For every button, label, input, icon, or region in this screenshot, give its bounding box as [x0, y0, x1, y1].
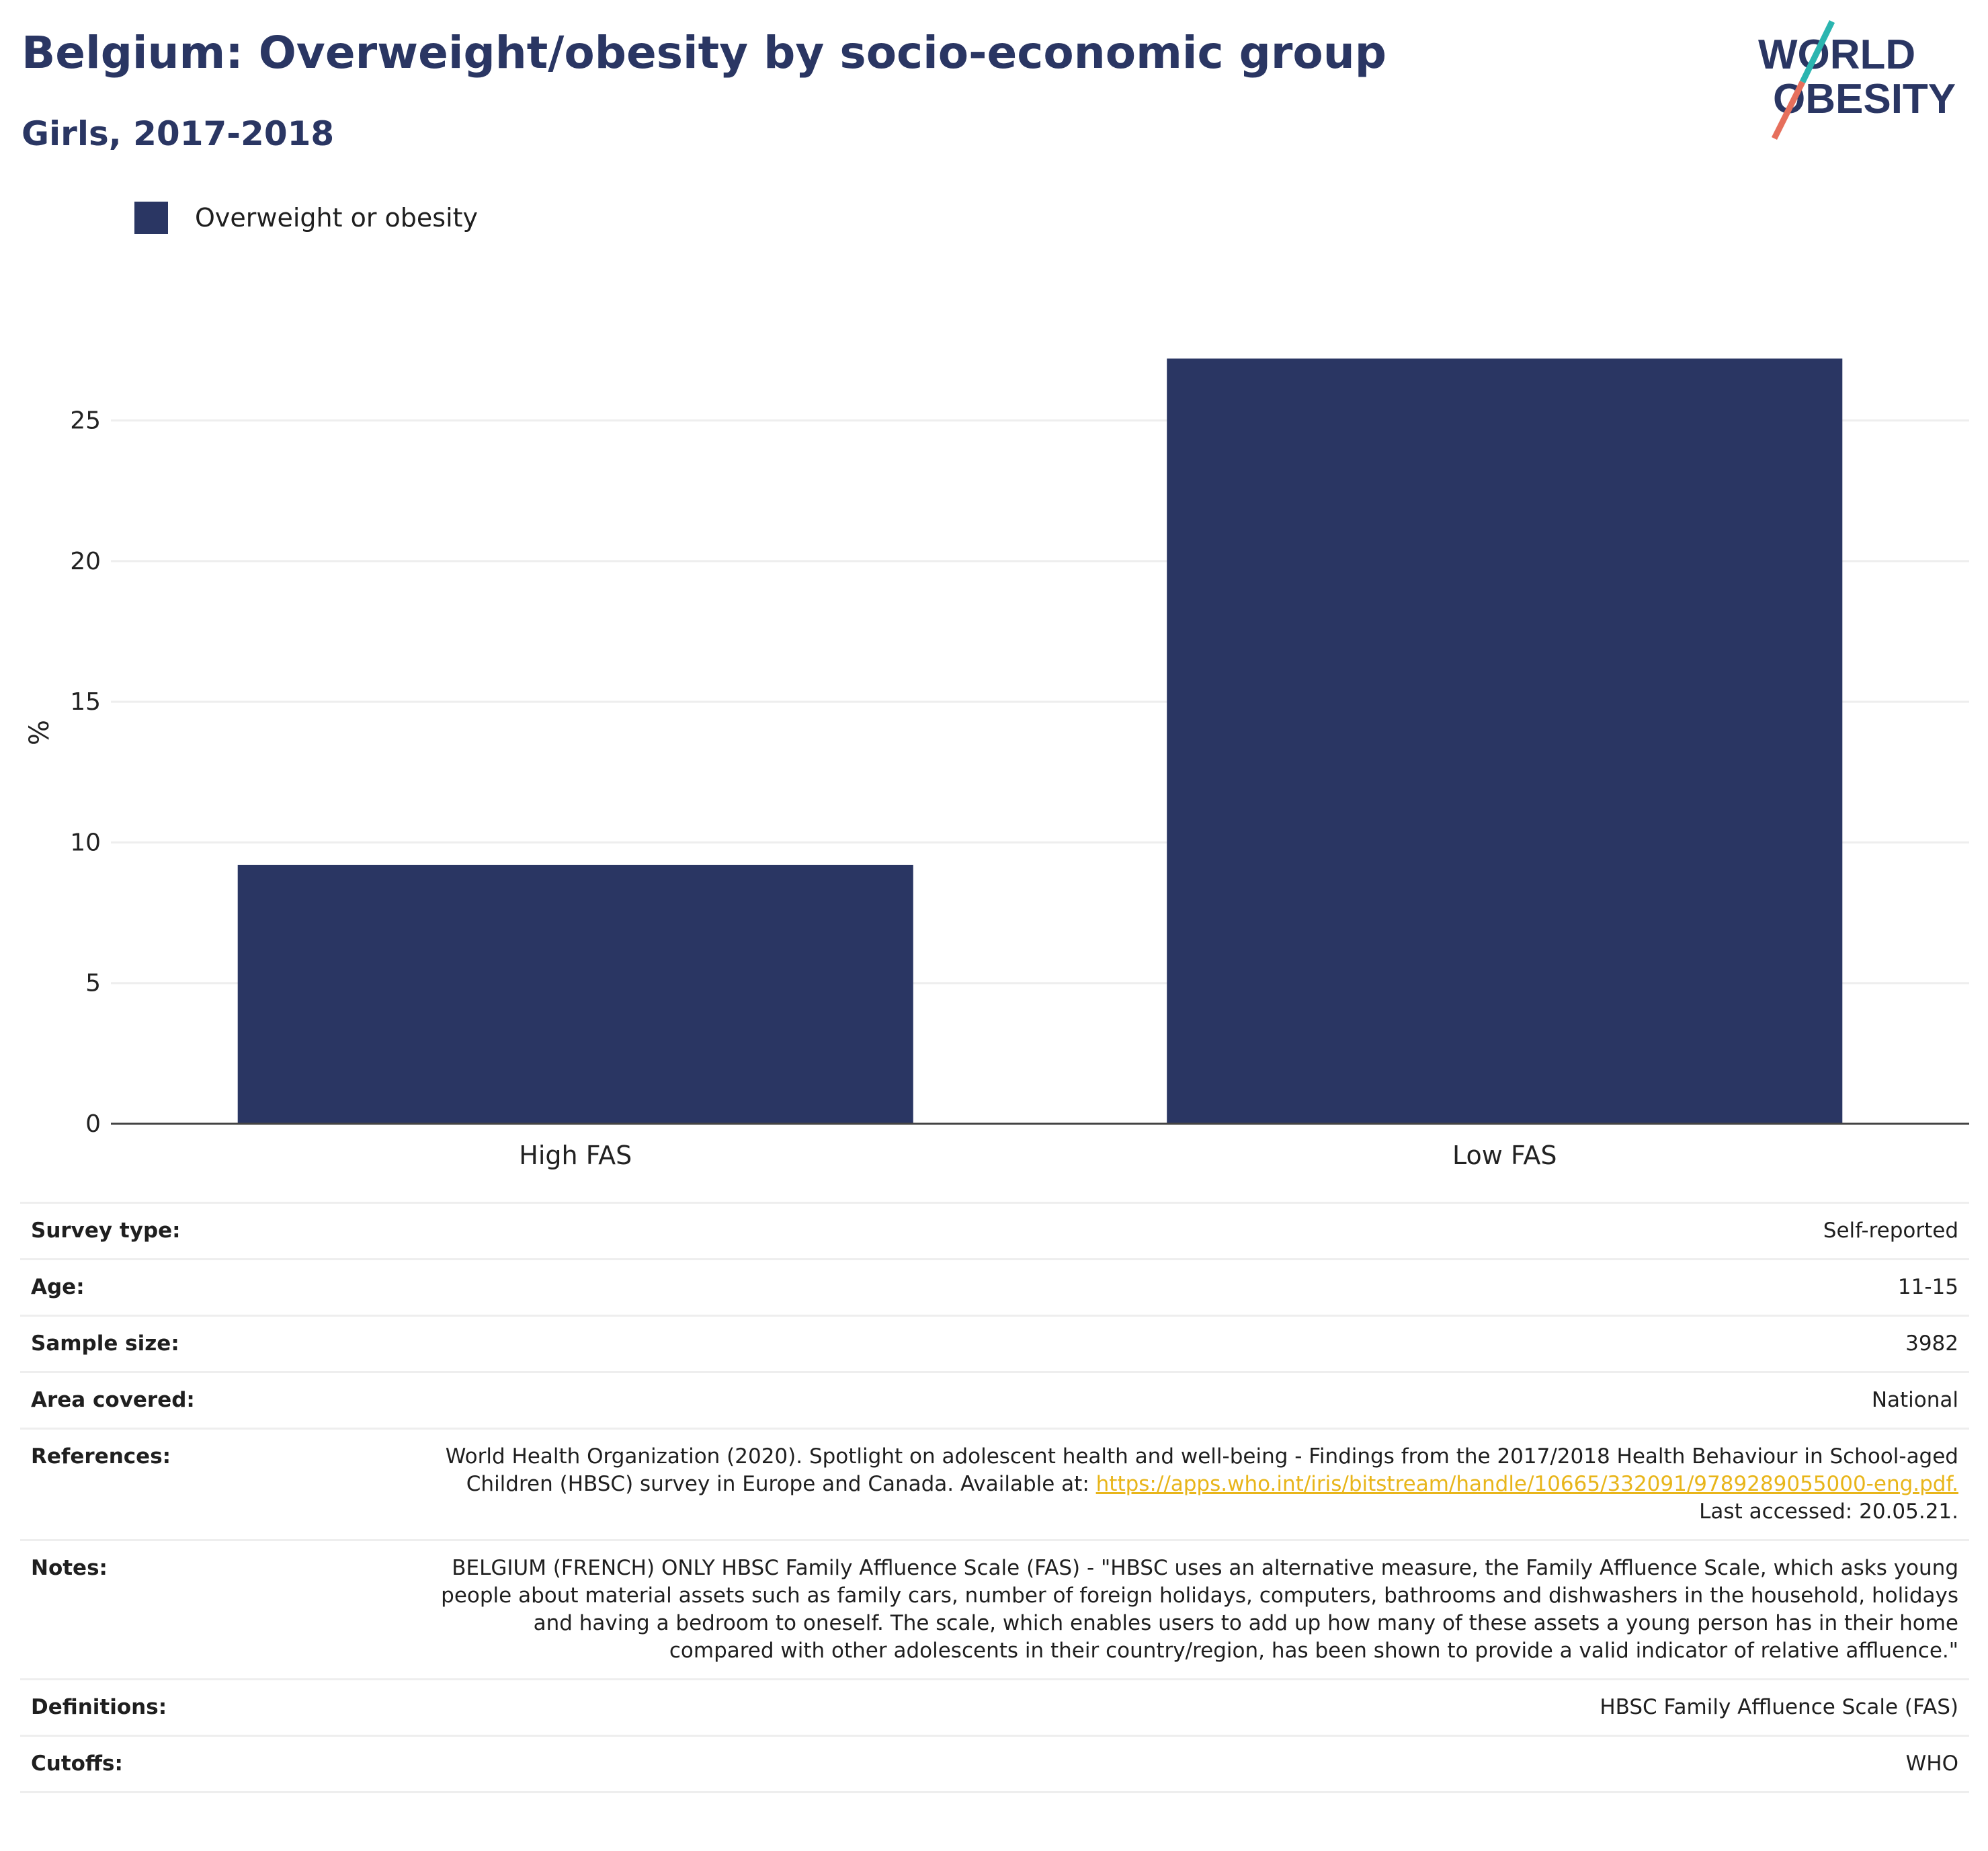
chart-subtitle: Girls, 2017-2018	[22, 114, 335, 153]
bar-high-fas	[237, 864, 913, 1124]
metadata-value-text: WHO	[1905, 1752, 1958, 1776]
metadata-row: Sample size: 3982	[20, 1315, 1969, 1372]
bar-chart: 0 5 10 15 20 25 High FAS Low FAS %	[24, 358, 1969, 1170]
logo-line-1: WORLD	[1758, 32, 1915, 78]
metadata-label: References:	[20, 1428, 418, 1540]
metadata-value: World Health Organization (2020). Spotli…	[418, 1428, 1969, 1540]
logo-slash-bottom	[1771, 80, 1806, 140]
metadata-row: Age: 11-15	[20, 1258, 1969, 1316]
logo-slash-top	[1799, 20, 1835, 83]
reference-link[interactable]: https://apps.who.int/iris/bitstream/hand…	[1095, 1472, 1958, 1496]
metadata-row: Area covered: National	[20, 1371, 1969, 1429]
metadata-label: Cutoffs:	[20, 1735, 418, 1793]
metadata-value-text: BELGIUM (FRENCH) ONLY HBSC Family Afflue…	[441, 1556, 1958, 1663]
y-tick-label: 20	[70, 548, 101, 575]
bar-low-fas	[1167, 358, 1843, 1124]
metadata-value: HBSC Family Affluence Scale (FAS)	[418, 1678, 1969, 1736]
metadata-table: Survey type: Self-reported Age: 11-15 Sample…	[20, 1202, 1969, 1793]
metadata-value: 3982	[418, 1315, 1969, 1372]
y-tick-label: 5	[85, 970, 101, 997]
metadata-label: Definitions:	[20, 1678, 418, 1736]
metadata-value-text: 3982	[1905, 1331, 1958, 1356]
metadata-label: Notes:	[20, 1539, 418, 1680]
y-tick-labels: 0 5 10 15 20 25	[70, 407, 101, 1138]
x-tick-label: High FAS	[519, 1141, 632, 1170]
y-tick-label: 0	[85, 1110, 101, 1138]
metadata-value-text: HBSC Family Affluence Scale (FAS)	[1600, 1695, 1958, 1719]
y-tick-label: 25	[70, 407, 101, 435]
chart-title: Belgium: Overweight/obesity by socio-eco…	[22, 27, 1386, 79]
metadata-label: Age:	[20, 1258, 418, 1316]
world-obesity-logo: WORLD OBESITY	[1758, 20, 1956, 140]
metadata-row: Notes: BELGIUM (FRENCH) ONLY HBSC Family …	[20, 1539, 1969, 1680]
metadata-value: 11-15	[418, 1258, 1969, 1316]
metadata-value: National	[418, 1371, 1969, 1429]
y-tick-label: 15	[70, 688, 101, 716]
legend-label: Overweight or obesity	[195, 203, 479, 233]
metadata-value-text: National	[1871, 1388, 1958, 1412]
y-axis-label: %	[24, 720, 55, 745]
metadata-label: Area covered:	[20, 1371, 418, 1429]
metadata-row: Cutoffs: WHO	[20, 1735, 1969, 1793]
reference-access-date: Last accessed: 20.05.21.	[1699, 1499, 1958, 1524]
metadata-row: Survey type: Self-reported	[20, 1202, 1969, 1260]
legend: Overweight or obesity	[134, 199, 478, 237]
legend-swatch	[134, 202, 168, 234]
metadata-label: Survey type:	[20, 1202, 418, 1260]
metadata-value-text: Self-reported	[1823, 1219, 1958, 1243]
metadata-row: Definitions: HBSC Family Affluence Scale …	[20, 1678, 1969, 1736]
y-tick-label: 10	[70, 829, 101, 856]
metadata-value: WHO	[418, 1735, 1969, 1793]
metadata-value-text: World Health Organization (2020). Spotli…	[445, 1444, 1958, 1496]
x-tick-label: Low FAS	[1452, 1141, 1557, 1170]
metadata-label: Sample size:	[20, 1315, 418, 1372]
x-tick-labels: High FAS Low FAS	[519, 1141, 1557, 1170]
metadata-value: BELGIUM (FRENCH) ONLY HBSC Family Afflue…	[418, 1539, 1969, 1680]
bars	[237, 358, 1843, 1124]
metadata-value-text: 11-15	[1897, 1275, 1958, 1299]
metadata-row: References: World Health Organization (20…	[20, 1428, 1969, 1540]
metadata-value: Self-reported	[418, 1202, 1969, 1260]
